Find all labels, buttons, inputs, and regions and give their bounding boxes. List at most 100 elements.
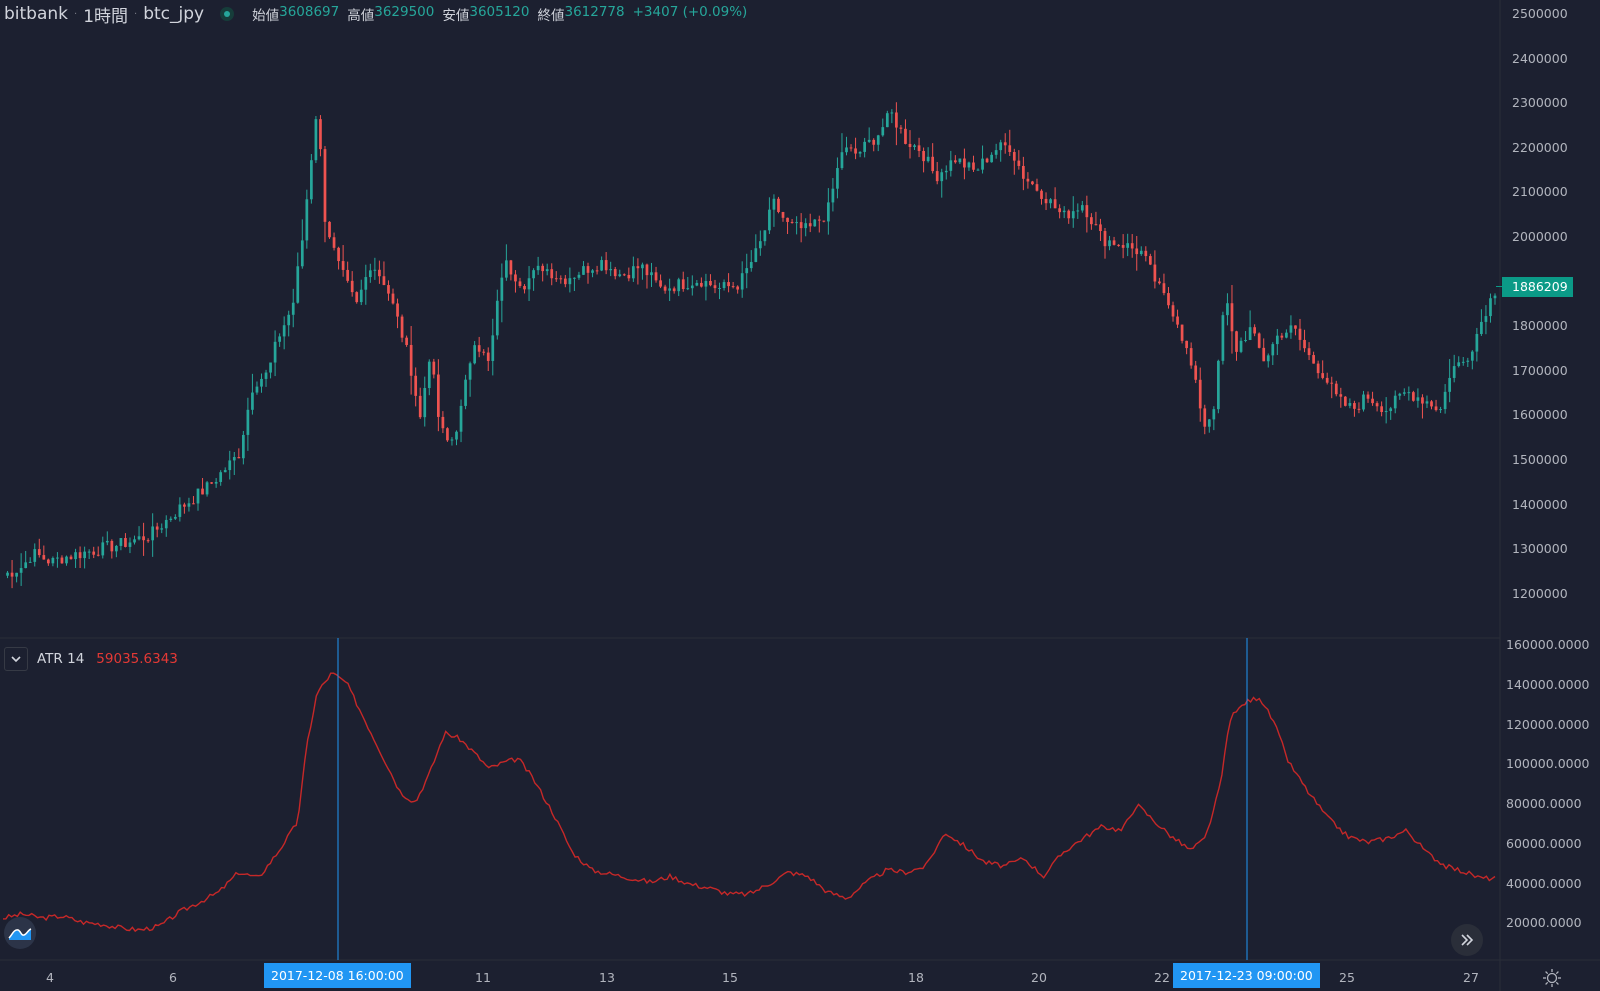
candle-body	[1461, 361, 1465, 363]
candle-body	[1275, 335, 1279, 345]
candle-body	[1325, 377, 1329, 383]
candle-body	[591, 270, 594, 273]
candle-body	[827, 202, 830, 222]
candle-body	[210, 482, 213, 484]
price-pane[interactable]	[6, 102, 1497, 589]
candle-body	[1062, 210, 1066, 213]
candle-body	[359, 289, 363, 303]
candle-body	[1053, 199, 1057, 209]
candle-body	[1099, 224, 1102, 232]
candle-body	[155, 526, 159, 530]
time-axis-label: 6	[169, 970, 177, 985]
candle-body	[10, 572, 14, 577]
candle-body	[328, 221, 331, 238]
candle-body	[636, 266, 640, 269]
candle-body	[758, 241, 762, 249]
candle-body	[700, 282, 703, 287]
candle-body	[46, 559, 50, 564]
candle-body	[1085, 205, 1089, 218]
candle-body	[808, 223, 812, 227]
candle-body	[128, 542, 132, 547]
candle-body	[972, 162, 975, 170]
scroll-to-realtime-button[interactable]	[1451, 924, 1483, 956]
candle-body	[1470, 351, 1474, 361]
time-axis-label: 4	[46, 970, 54, 985]
candle-body	[1448, 377, 1452, 392]
chart-header: bitbank · 1時間 · btc_jpy 始値 3608697 高値 3629…	[4, 2, 747, 27]
atr-axis-label: 160000.0000	[1506, 637, 1590, 652]
candle-body	[604, 260, 608, 271]
atr-pane[interactable]	[2, 672, 1496, 933]
separator-dot: ·	[74, 8, 78, 20]
atr-axis-label: 20000.0000	[1506, 915, 1582, 930]
time-axis-label: 25	[1339, 970, 1355, 985]
candle-body	[618, 274, 622, 277]
ohlc-readout: 始値 3608697 高値 3629500 安値 3605120 終値 3612778 …	[252, 4, 747, 24]
high-value: 3629500	[374, 4, 435, 20]
candle-body	[867, 139, 871, 142]
candle-body	[1212, 409, 1216, 420]
candle-body	[124, 538, 127, 547]
change-value: +3407 (+0.09%)	[632, 4, 748, 20]
candle-body	[137, 536, 141, 540]
exchange-name[interactable]: bitbank	[4, 4, 69, 24]
candle-body	[1393, 395, 1397, 409]
atr-name[interactable]: ATR 14	[37, 651, 85, 667]
candle-body	[1298, 328, 1302, 340]
candle-body	[523, 285, 526, 290]
candle-body	[246, 409, 250, 435]
candle-body	[854, 148, 857, 154]
collapse-indicator-button[interactable]	[4, 647, 28, 671]
candle-body	[817, 219, 821, 221]
candle-body	[1312, 355, 1315, 364]
interval-label[interactable]: 1時間	[83, 6, 129, 27]
candle-body	[881, 127, 885, 136]
price-axis-label: 2500000	[1512, 6, 1568, 21]
candle-body	[904, 128, 907, 144]
candle-body	[341, 261, 345, 270]
candle-body	[885, 113, 889, 128]
low-label: 安値	[442, 8, 470, 24]
candle-body	[1366, 394, 1370, 399]
candle-body	[659, 280, 662, 287]
tradingview-logo-icon[interactable]	[4, 917, 36, 949]
gear-icon[interactable]	[1542, 968, 1562, 988]
candle-body	[940, 172, 944, 182]
candle-body	[378, 269, 381, 277]
time-axis-label: 18	[908, 970, 924, 985]
crosshair-time-label-1: 2017-12-08 16:00:00	[264, 963, 411, 988]
candle-body	[1203, 408, 1207, 427]
candle-body	[164, 519, 168, 529]
candle-body	[913, 145, 916, 148]
candle-body	[876, 135, 880, 145]
candle-body	[990, 154, 993, 163]
candle-body	[654, 272, 658, 281]
candle-body	[1049, 199, 1052, 204]
atr-series-line	[2, 672, 1496, 933]
candle-body	[56, 557, 59, 559]
candle-body	[713, 285, 717, 289]
candle-body	[514, 274, 517, 282]
candle-body	[278, 336, 281, 342]
candle-body	[1303, 339, 1306, 349]
candle-body	[1103, 231, 1107, 247]
candle-body	[704, 280, 708, 287]
candle-body	[1294, 325, 1297, 329]
candle-body	[836, 168, 839, 189]
candle-body	[1044, 198, 1048, 204]
candle-body	[668, 288, 671, 291]
candle-body	[1071, 211, 1075, 219]
candle-body	[577, 274, 581, 278]
candle-body	[1307, 348, 1311, 356]
symbol-name[interactable]: btc_jpy	[143, 4, 205, 24]
candle-body	[1121, 245, 1125, 248]
candle-body	[396, 303, 399, 317]
candle-body	[142, 536, 145, 541]
candle-body	[178, 504, 182, 517]
candle-body	[1239, 340, 1243, 352]
candle-body	[1380, 406, 1383, 412]
candle-body	[709, 280, 712, 286]
candle-body	[319, 119, 322, 150]
candle-body	[459, 405, 463, 432]
